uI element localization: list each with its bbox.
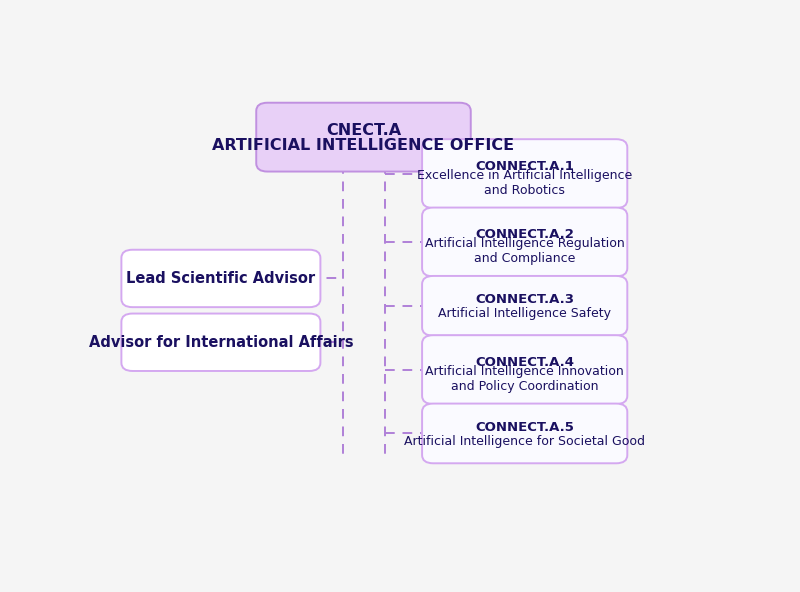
Text: Lead Scientific Advisor: Lead Scientific Advisor <box>126 271 315 286</box>
Text: CONNECT.A.4: CONNECT.A.4 <box>475 356 574 369</box>
Text: Artificial Intelligence Innovation
and Policy Coordination: Artificial Intelligence Innovation and P… <box>426 365 624 393</box>
FancyBboxPatch shape <box>422 335 627 404</box>
Text: CONNECT.A.2: CONNECT.A.2 <box>475 228 574 241</box>
FancyBboxPatch shape <box>422 208 627 276</box>
FancyBboxPatch shape <box>422 139 627 208</box>
FancyBboxPatch shape <box>422 404 627 464</box>
Text: Artificial Intelligence Regulation
and Compliance: Artificial Intelligence Regulation and C… <box>425 237 625 265</box>
Text: CONNECT.A.1: CONNECT.A.1 <box>475 160 574 173</box>
Text: ARTIFICIAL INTELLIGENCE OFFICE: ARTIFICIAL INTELLIGENCE OFFICE <box>213 137 514 153</box>
FancyBboxPatch shape <box>122 314 321 371</box>
Text: CNECT.A: CNECT.A <box>326 123 401 138</box>
Text: CONNECT.A.3: CONNECT.A.3 <box>475 293 574 306</box>
FancyBboxPatch shape <box>122 250 321 307</box>
Text: Excellence in Artificial Intelligence
and Robotics: Excellence in Artificial Intelligence an… <box>417 169 632 197</box>
FancyBboxPatch shape <box>422 276 627 336</box>
FancyBboxPatch shape <box>256 103 470 172</box>
Text: Artificial Intelligence Safety: Artificial Intelligence Safety <box>438 307 611 320</box>
Text: CONNECT.A.5: CONNECT.A.5 <box>475 421 574 434</box>
Text: Advisor for International Affairs: Advisor for International Affairs <box>89 334 354 350</box>
Text: Artificial Intelligence for Societal Good: Artificial Intelligence for Societal Goo… <box>404 435 646 448</box>
